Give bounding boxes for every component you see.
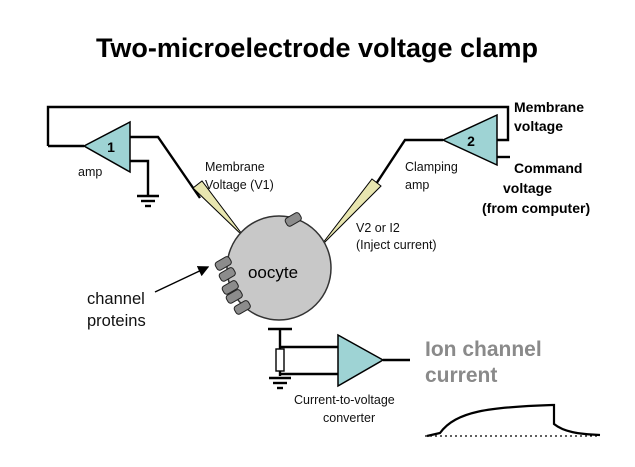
channel-protein — [218, 267, 236, 282]
channel-protein — [225, 289, 243, 304]
amp1-electrode-wire — [130, 135, 201, 199]
current-trace — [426, 403, 601, 438]
electrode2-label-line1: V2 or I2 — [356, 221, 400, 235]
amp2-electrode-wire — [374, 138, 443, 185]
channel-protein — [284, 212, 302, 227]
oocyte-cell — [226, 215, 332, 321]
channel-protein-group — [214, 212, 302, 315]
amp1-label: amp — [78, 165, 102, 179]
amp2-label-line1: Clamping — [405, 160, 458, 174]
electrode1-label-line1: Membrane — [205, 160, 265, 174]
command-voltage-line2: voltage — [503, 180, 552, 196]
channel-proteins-arrow — [154, 266, 210, 293]
membrane-voltage-line2: voltage — [514, 118, 563, 134]
feedback-wire — [46, 105, 510, 146]
ion-current-line2: current — [425, 364, 497, 387]
amp1-triangle — [82, 120, 131, 174]
converter-label-line1: Current-to-voltage — [294, 393, 395, 407]
command-voltage-line3: (from computer) — [482, 200, 590, 216]
electrode1-label-line2: Voltage (V1) — [205, 178, 274, 192]
ion-current-line1: Ion channel — [425, 338, 542, 361]
amp2-label-line2: amp — [405, 178, 429, 192]
diagram-title: Two-microelectrode voltage clamp — [96, 33, 538, 63]
amp1-ground-wire — [130, 159, 150, 196]
channel-protein — [221, 280, 239, 295]
converter-amp-triangle — [337, 333, 385, 388]
membrane-voltage-line1: Membrane — [514, 99, 584, 115]
amp2-triangle — [441, 113, 498, 167]
channel-proteins-line2: proteins — [87, 312, 146, 330]
feedback-resistor — [275, 348, 285, 372]
electrode1 — [192, 180, 246, 239]
channel-protein — [233, 300, 251, 315]
amp1-number: 1 — [107, 139, 115, 155]
electrode2 — [318, 178, 382, 249]
channel-protein — [214, 256, 232, 271]
oocyte-label: oocyte — [248, 263, 298, 282]
converter-label-line2: converter — [323, 411, 375, 425]
amp2-number: 2 — [467, 133, 475, 149]
command-voltage-line1: Command — [514, 160, 582, 176]
electrode2-label-line2: (Inject current) — [356, 238, 437, 252]
channel-proteins-line1: channel — [87, 290, 145, 308]
